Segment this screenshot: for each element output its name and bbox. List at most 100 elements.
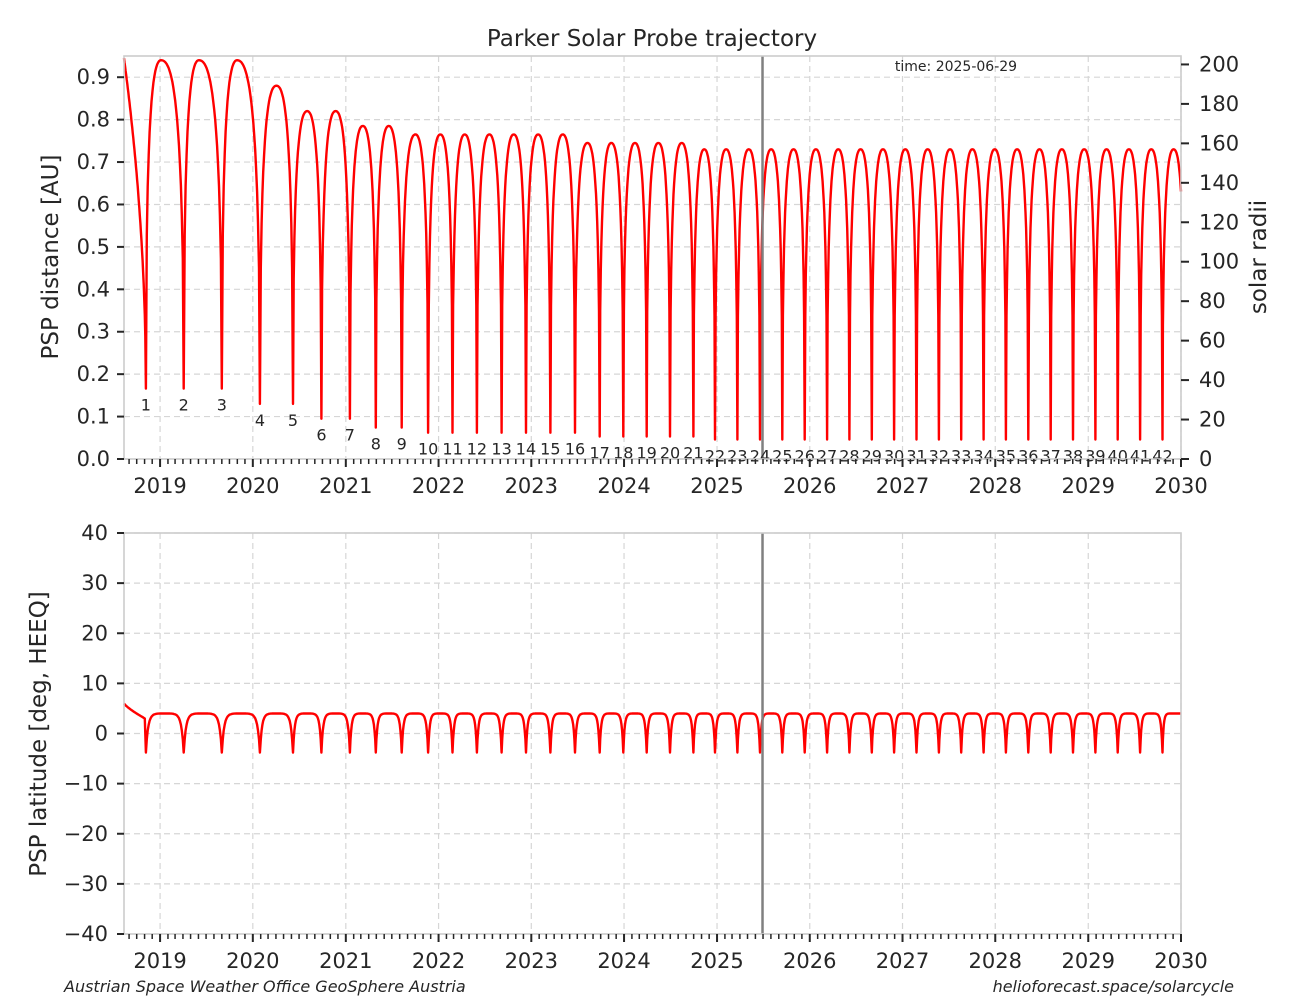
x-tick-label-2029: 2029 <box>1062 474 1115 498</box>
perihelion-label-4: 4 <box>255 411 265 430</box>
y2-tick-label: 60 <box>1199 329 1226 353</box>
latitude-x-ticks: 2019 2020 2021 2022 2023 2024 2025 2026 2027 2028… <box>128 934 1208 973</box>
y-tick-label: 0.9 <box>77 65 110 89</box>
perihelion-label-5: 5 <box>288 411 298 430</box>
perihelion-label-38: 38 <box>1063 446 1083 465</box>
x-tick-label-2021: 2021 <box>319 949 372 973</box>
perihelion-label-11: 11 <box>442 440 462 459</box>
x-tick-label-2020: 2020 <box>226 949 279 973</box>
x-tick-label-2022: 2022 <box>412 949 465 973</box>
y-tick-label: 0.8 <box>77 108 110 132</box>
distance-frame <box>123 55 1182 460</box>
solar-radii-ticks: 0 20 40 60 80 100 120 140 160 180 200 <box>1181 52 1239 471</box>
x-tick-label-2028: 2028 <box>969 949 1022 973</box>
time-annotation: time: 2025-06-29 <box>895 59 1017 75</box>
y-tick-label: 0.1 <box>77 405 110 429</box>
y2-tick-label: 20 <box>1199 408 1226 432</box>
perihelion-label-23: 23 <box>727 446 747 465</box>
y2-tick-label: 0 <box>1199 447 1212 471</box>
latitude-series <box>123 702 1182 754</box>
y2-tick-label: 80 <box>1199 289 1226 313</box>
x-tick-label-2019: 2019 <box>133 474 186 498</box>
distance-y-label: PSP distance [AU] <box>38 155 64 360</box>
perihelion-label-15: 15 <box>540 440 560 459</box>
perihelion-label-39: 39 <box>1085 446 1105 465</box>
solar-radii-label: solar radii <box>1246 200 1272 314</box>
x-tick-label-2027: 2027 <box>876 474 929 498</box>
perihelion-label-28: 28 <box>839 446 859 465</box>
latitude-grid <box>124 532 1182 935</box>
perihelion-label-2: 2 <box>179 396 189 415</box>
y-tick-label: 0.3 <box>77 320 110 344</box>
perihelion-label-42: 42 <box>1152 446 1172 465</box>
perihelion-label-40: 40 <box>1108 446 1128 465</box>
y2-tick-label: 140 <box>1199 171 1239 195</box>
y-tick-label: −10 <box>64 772 108 796</box>
latitude-line <box>123 702 1182 754</box>
perihelion-label-1: 1 <box>141 396 151 415</box>
x-tick-label-2030: 2030 <box>1154 474 1207 498</box>
distance-grid <box>124 56 1182 460</box>
perihelion-label-18: 18 <box>613 444 633 463</box>
distance-panel: Parker Solar Probe trajectory time: 2025… <box>38 26 1272 498</box>
x-tick-label-2022: 2022 <box>412 474 465 498</box>
latitude-y-label: PSP latitude [deg, HEEQ] <box>26 591 52 877</box>
perihelion-label-20: 20 <box>660 444 680 463</box>
perihelion-label-9: 9 <box>397 435 407 454</box>
x-tick-label-2024: 2024 <box>597 474 650 498</box>
perihelion-label-26: 26 <box>795 446 815 465</box>
distance-series <box>122 57 1183 441</box>
perihelion-label-16: 16 <box>565 440 585 459</box>
y-tick-label: 40 <box>81 521 108 545</box>
distance-line <box>122 57 1183 441</box>
y2-tick-label: 160 <box>1199 131 1239 155</box>
x-tick-label-2028: 2028 <box>969 474 1022 498</box>
perihelion-label-13: 13 <box>491 440 511 459</box>
y-tick-label: 0.5 <box>77 235 110 259</box>
perihelion-label-31: 31 <box>906 446 926 465</box>
y2-tick-label: 200 <box>1199 52 1239 76</box>
y-tick-label: 10 <box>81 671 108 695</box>
x-tick-label-2025: 2025 <box>690 949 743 973</box>
y-tick-label: −20 <box>64 822 108 846</box>
y2-tick-label: 100 <box>1199 250 1239 274</box>
perihelion-label-25: 25 <box>772 446 792 465</box>
y-tick-label: 0 <box>95 722 108 746</box>
y2-tick-label: 40 <box>1199 368 1226 392</box>
perihelion-label-6: 6 <box>316 426 326 445</box>
footer-left: Austrian Space Weather Office GeoSphere … <box>63 977 466 996</box>
perihelion-label-34: 34 <box>973 446 993 465</box>
x-tick-label-2029: 2029 <box>1062 949 1115 973</box>
perihelion-label-12: 12 <box>467 440 487 459</box>
perihelion-label-36: 36 <box>1018 446 1038 465</box>
x-tick-label-2026: 2026 <box>783 949 836 973</box>
y-tick-label: 0.0 <box>77 447 110 471</box>
x-tick-label-2023: 2023 <box>505 474 558 498</box>
x-tick-label-2023: 2023 <box>505 949 558 973</box>
y-tick-label: 30 <box>81 571 108 595</box>
perihelion-label-21: 21 <box>683 444 703 463</box>
chart-title: Parker Solar Probe trajectory <box>487 26 817 52</box>
perihelion-label-32: 32 <box>929 446 949 465</box>
y-tick-label: −30 <box>64 872 108 896</box>
y2-tick-label: 120 <box>1199 210 1239 234</box>
y-tick-label: 0.4 <box>77 277 110 301</box>
y-tick-label: 0.2 <box>77 362 110 386</box>
perihelion-label-17: 17 <box>589 444 609 463</box>
x-tick-label-2026: 2026 <box>783 474 836 498</box>
y-tick-label: −40 <box>64 922 108 946</box>
x-tick-label-2020: 2020 <box>226 474 279 498</box>
perihelion-label-14: 14 <box>516 440 536 459</box>
perihelion-label-3: 3 <box>217 396 227 415</box>
distance-y-ticks: 0.0 0.1 0.2 0.3 0.4 0.5 0.6 0.7 0.8 0.9 <box>77 65 124 471</box>
perihelion-label-35: 35 <box>996 446 1016 465</box>
x-tick-label-2030: 2030 <box>1154 949 1207 973</box>
latitude-y-ticks: 40 30 20 10 0 −10 −20 −30 −40 <box>64 521 124 946</box>
y2-tick-label: 180 <box>1199 92 1239 116</box>
perihelion-label-7: 7 <box>345 426 355 445</box>
perihelion-label-33: 33 <box>951 446 971 465</box>
perihelion-label-29: 29 <box>862 446 882 465</box>
perihelion-label-37: 37 <box>1040 446 1060 465</box>
